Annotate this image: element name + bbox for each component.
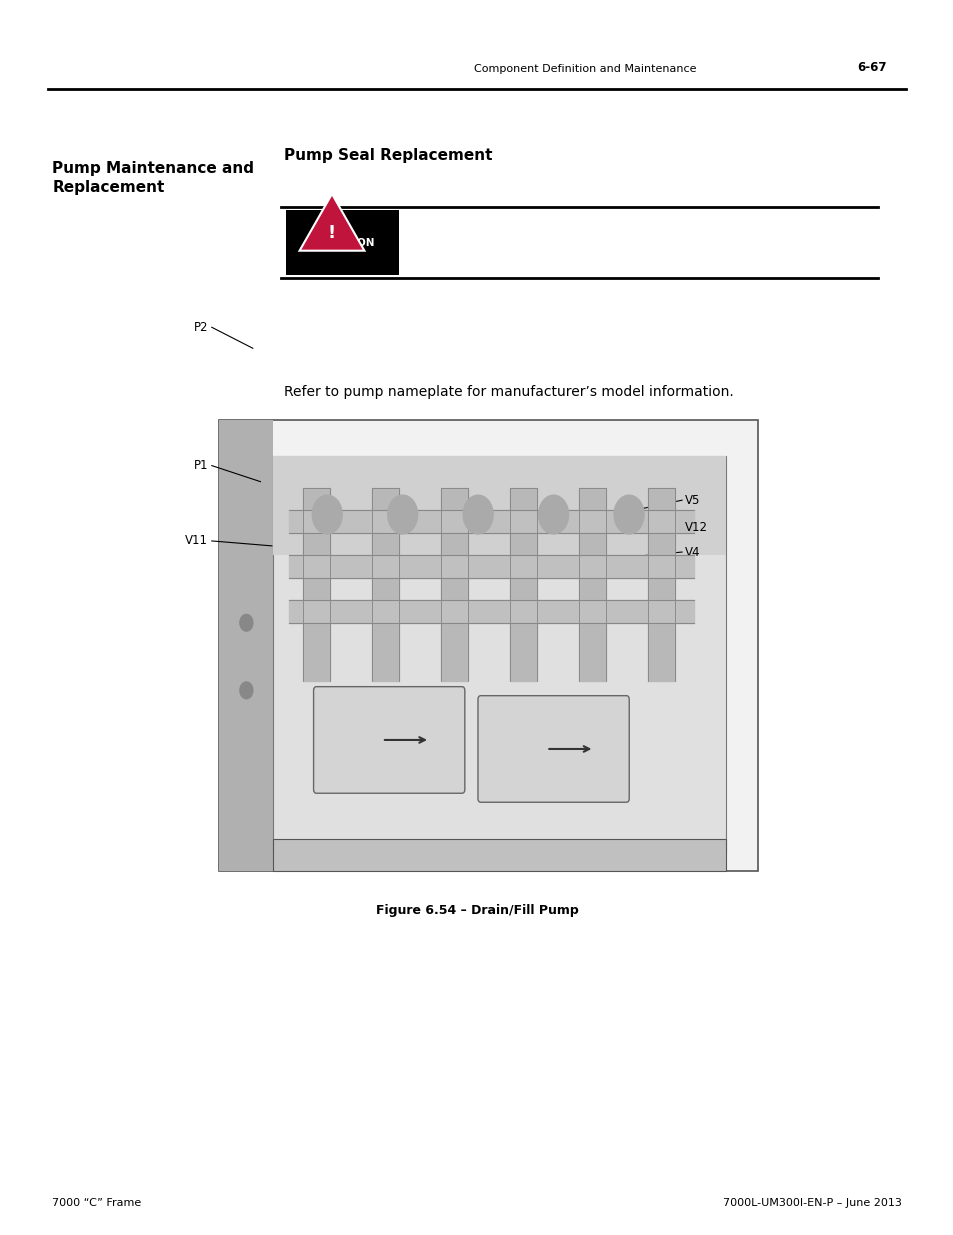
Text: Pump Maintenance and
Replacement: Pump Maintenance and Replacement: [52, 161, 254, 195]
FancyBboxPatch shape: [273, 456, 725, 556]
FancyBboxPatch shape: [273, 456, 725, 852]
Text: V11: V11: [185, 535, 208, 547]
Circle shape: [614, 495, 643, 534]
Circle shape: [462, 495, 493, 534]
FancyBboxPatch shape: [314, 687, 464, 793]
Text: 7000L-UM300I-EN-P – June 2013: 7000L-UM300I-EN-P – June 2013: [721, 1198, 901, 1208]
FancyBboxPatch shape: [219, 420, 273, 871]
Text: 7000 “C” Frame: 7000 “C” Frame: [52, 1198, 142, 1208]
Circle shape: [537, 495, 568, 534]
FancyBboxPatch shape: [273, 839, 725, 871]
Text: 6-67: 6-67: [857, 61, 886, 74]
Circle shape: [387, 495, 417, 534]
FancyBboxPatch shape: [219, 420, 758, 871]
Circle shape: [239, 682, 253, 699]
Circle shape: [312, 495, 342, 534]
Text: V12: V12: [684, 521, 707, 534]
FancyBboxPatch shape: [477, 695, 629, 803]
FancyBboxPatch shape: [286, 210, 398, 275]
Text: Refer to pump nameplate for manufacturer’s model information.: Refer to pump nameplate for manufacturer…: [284, 385, 733, 399]
Circle shape: [239, 614, 253, 631]
Polygon shape: [299, 194, 364, 251]
Text: P2: P2: [193, 321, 208, 333]
Text: ATTENTION: ATTENTION: [309, 237, 375, 248]
Text: Figure 6.54 – Drain/Fill Pump: Figure 6.54 – Drain/Fill Pump: [375, 904, 578, 918]
Text: V4: V4: [684, 546, 700, 558]
Text: Component Definition and Maintenance: Component Definition and Maintenance: [474, 64, 696, 74]
Text: !: !: [328, 225, 335, 242]
Text: Pump Seal Replacement: Pump Seal Replacement: [284, 148, 493, 163]
Text: P1: P1: [193, 459, 208, 472]
Text: V5: V5: [684, 494, 700, 506]
